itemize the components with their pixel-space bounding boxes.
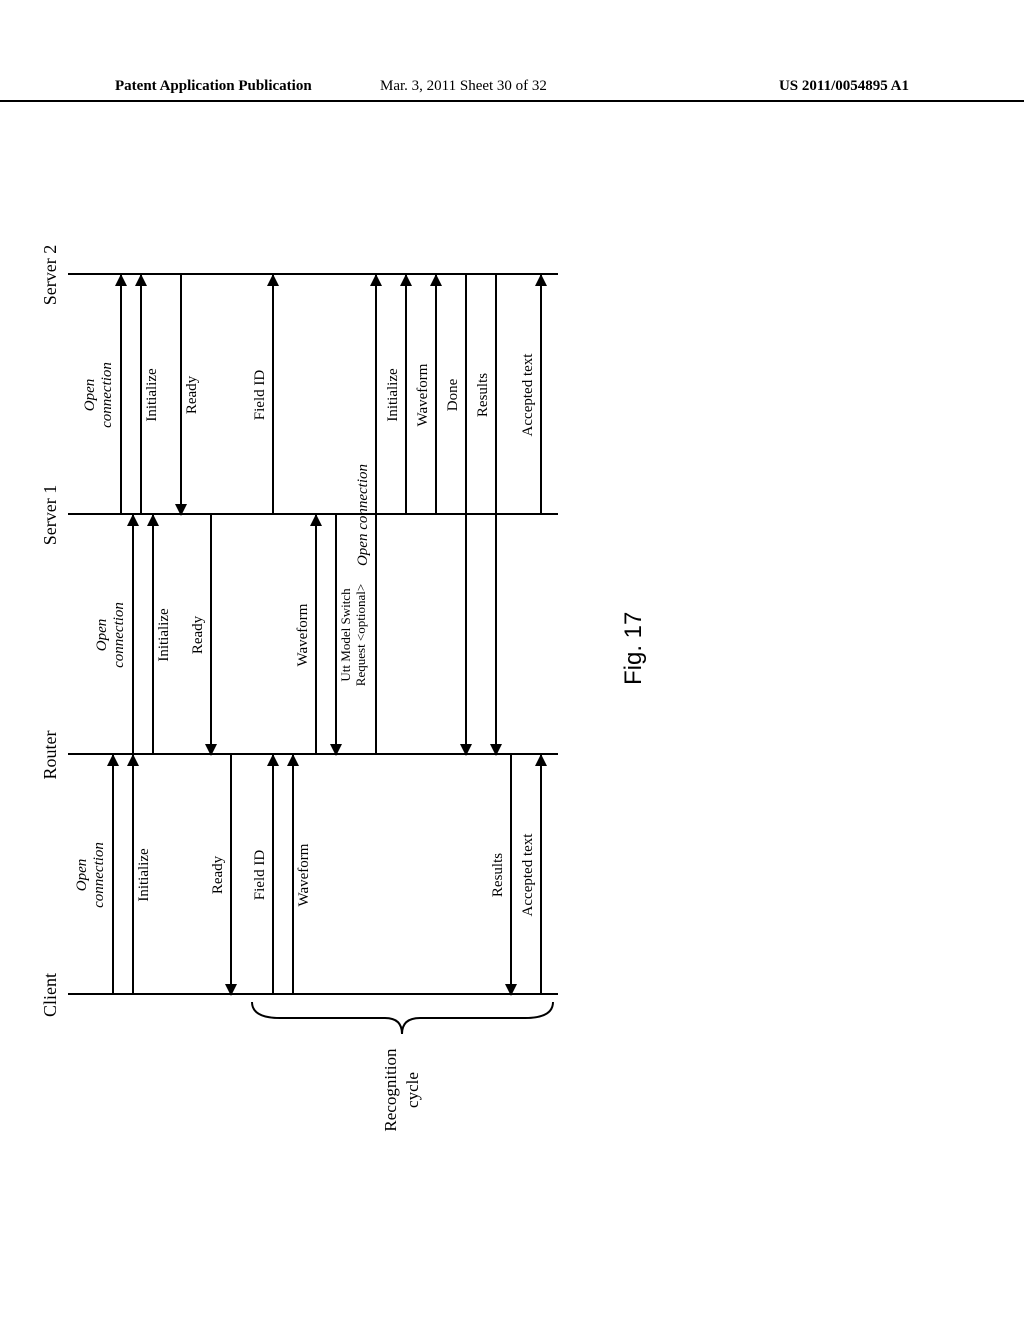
arrowhead-left-icon [225,984,237,996]
arrowhead-right-icon [147,514,159,526]
arrow-label: Results [490,755,507,995]
arrow-s1r-ready: Ready [210,515,212,755]
arrow-label: Field ID [252,755,269,995]
arrow-label: Ready [190,515,207,755]
arrow-rs1-open-connection: Openconnection [132,515,134,755]
arrow-label: Initialize [136,755,153,995]
arrow-cr-waveform: Waveform [292,755,294,995]
arrow-label: Initialize [156,515,173,755]
arrow-rs2-open-connection: Openconnection [120,275,122,515]
arrow-cr-fieldid: Field ID [272,755,274,995]
arrow-rs1-initialize: Initialize [152,515,154,755]
arrowhead-right-icon [310,514,322,526]
arrow-label: Initialize [385,275,402,515]
brace-recognition-cycle [250,1000,555,1040]
page-header: Patent Application Publication Mar. 3, 2… [0,78,1024,102]
arrow-label: Ready [210,755,227,995]
arrow-s2r-done: Done [465,275,467,755]
lifeline-header-router: Router [40,731,61,780]
lifeline-header-client: Client [40,973,61,1017]
arrow-s1r-utt-model-switch: Utt Model SwitchRequest <optional> [335,515,337,755]
arrow-label: Initialize [144,275,161,515]
arrowhead-right-icon [135,274,147,286]
header-right: US 2011/0054895 A1 [779,78,909,95]
arrow-rs2-accepted-text: Accepted text [540,275,542,515]
arrow-label: Accepted text [520,275,537,515]
arrow-cr-initialize: Initialize [132,755,134,995]
arrow-rc-ready: Ready [230,755,232,995]
arrow-rs2-fieldid: Field ID [272,275,274,515]
arrowhead-left-icon [460,744,472,756]
arrow-label: Waveform [295,515,312,755]
arrow-rc-results: Results [510,755,512,995]
arrowhead-right-icon [267,754,279,766]
arrowhead-right-icon [115,274,127,286]
arrow-label: Ready [184,275,201,515]
arrow-rs2-initialize: Initialize [140,275,142,515]
header-center: Mar. 3, 2011 Sheet 30 of 32 [380,78,547,95]
arrow-rs1-waveform: Waveform [315,515,317,755]
sequence-diagram: 1700 Client Router Server 1 Server 2 Ope… [40,245,880,1045]
arrow-label: Openconnection [94,515,129,755]
arrow-rs2-initialize-2: Initialize [405,275,407,515]
arrow-rs2-open-connection-2: Open connection [375,275,377,755]
figure-caption: Fig. 17 [620,612,648,685]
arrow-label: Waveform [415,275,432,515]
arrow-s2r-ready: Ready [180,275,182,515]
arrow-label: Done [445,275,462,515]
arrowhead-right-icon [535,274,547,286]
header-left: Patent Application Publication [115,78,312,95]
arrow-label: Openconnection [82,275,117,515]
arrowhead-right-icon [267,274,279,286]
arrow-label: Openconnection [74,755,109,995]
arrowhead-right-icon [127,514,139,526]
arrow-s2r-results: Results [495,275,497,755]
arrowhead-left-icon [505,984,517,996]
arrow-label: Open connection [355,275,372,755]
arrowhead-left-icon [330,744,342,756]
arrowhead-right-icon [400,274,412,286]
arrowhead-left-icon [175,504,187,516]
arrow-label: Field ID [252,275,269,515]
arrowhead-right-icon [127,754,139,766]
arrow-rs2-waveform: Waveform [435,275,437,515]
brace-label-recognition-cycle: Recognitioncycle [380,1045,424,1135]
arrow-label: Accepted text [520,755,537,995]
arrow-label: Waveform [296,755,313,995]
arrowhead-right-icon [535,754,547,766]
arrowhead-right-icon [287,754,299,766]
lifeline-header-server2: Server 2 [40,245,61,305]
arrowhead-right-icon [107,754,119,766]
arrow-cr-accepted-text: Accepted text [540,755,542,995]
arrowhead-right-icon [370,274,382,286]
lifeline-header-server1: Server 1 [40,485,61,545]
arrow-cr-open-connection: Openconnection [112,755,114,995]
arrowhead-right-icon [430,274,442,286]
arrow-label: Results [475,275,492,515]
